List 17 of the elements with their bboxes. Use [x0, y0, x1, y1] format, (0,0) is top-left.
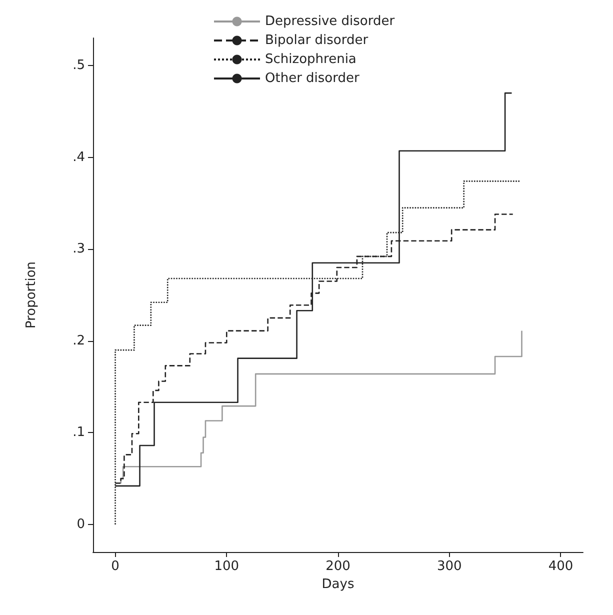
y-tick-label: .3 [72, 242, 85, 257]
y-tick-label: .4 [72, 150, 85, 165]
x-tick-label: 100 [214, 559, 240, 574]
x-tick-label: 0 [111, 559, 120, 574]
y-tick-label: 0 [76, 516, 85, 532]
x-axis-title: Days [322, 577, 354, 592]
y-tick-label: .1 [72, 425, 85, 440]
y-tick-label: .5 [72, 58, 85, 74]
legend-label: Bipolar disorder [265, 33, 369, 48]
y-axis-title: Proportion [24, 261, 39, 329]
y-tick-label: .2 [72, 333, 85, 348]
x-tick-label: 400 [548, 559, 574, 574]
legend-label: Depressive disorder [265, 14, 396, 29]
legend-label: Schizophrenia [265, 52, 356, 67]
x-tick-label: 200 [326, 559, 350, 574]
legend-label: Other disorder [265, 71, 360, 86]
x-tick-label: 300 [436, 559, 462, 574]
